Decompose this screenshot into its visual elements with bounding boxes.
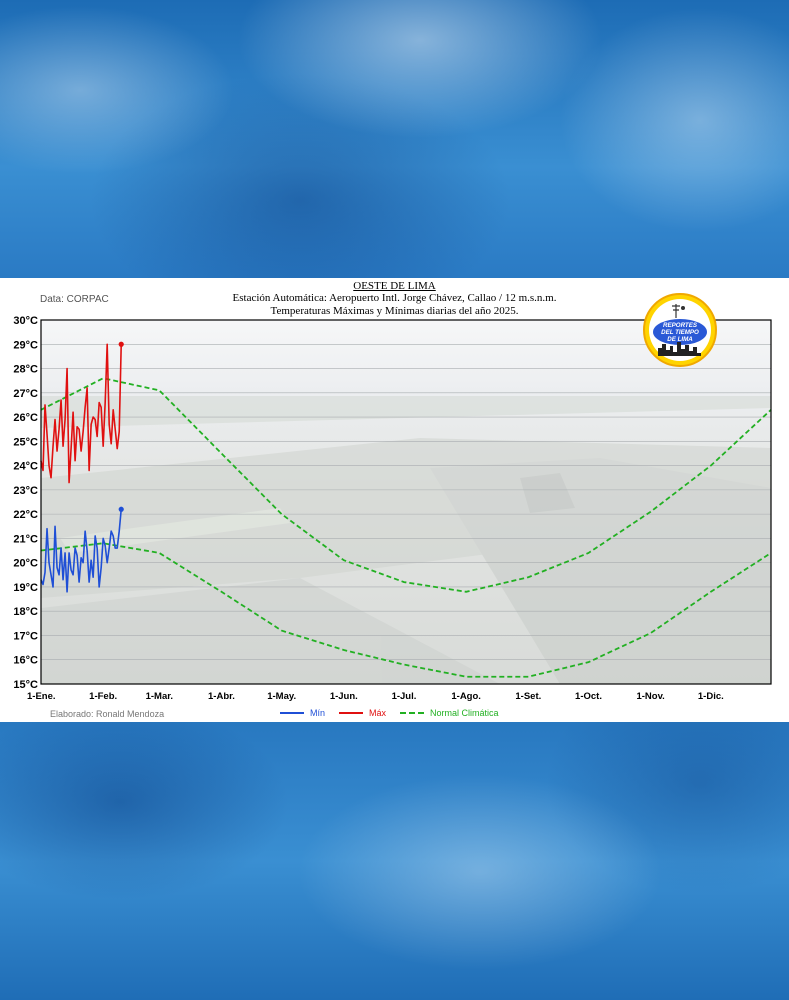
y-tick-label: 30°C: [13, 315, 38, 327]
plot-area-frame: [40, 319, 772, 685]
x-tick-label: 1-Abr.: [208, 691, 235, 702]
svg-text:DEL TIEMPO: DEL TIEMPO: [661, 329, 699, 336]
x-tick-label: 1-Mar.: [146, 691, 173, 702]
x-tick-label: 1-Ene.: [27, 691, 56, 702]
legend-item-min: Mín: [280, 708, 325, 718]
x-axis-tick-labels: 1-Ene. 1-Feb. 1-Mar. 1-Abr. 1-May. 1-Jun. 1-Ju…: [27, 691, 724, 702]
legend-swatch-max: [339, 712, 364, 714]
y-tick-label: 20°C: [13, 558, 38, 570]
y-tick-label: 25°C: [13, 436, 38, 448]
chart-panel: OESTE DE LIMA Estación Automática: Aerop…: [0, 278, 789, 722]
y-tick-label: 29°C: [13, 339, 38, 351]
y-gridlines: [41, 343, 771, 661]
legend-swatch-normal: [400, 712, 425, 714]
svg-text:REPORTES: REPORTES: [663, 322, 698, 329]
x-tick-label: 1-Oct.: [575, 691, 602, 702]
legend-swatch-min: [280, 712, 304, 714]
y-tick-label: 22°C: [13, 509, 38, 521]
x-tick-label: 1-Set.: [515, 691, 541, 702]
legend-item-normal: Normal Climática: [400, 708, 499, 718]
y-tick-label: 21°C: [13, 533, 38, 545]
min-last-point: [118, 506, 124, 512]
y-tick-label: 19°C: [13, 582, 38, 594]
background-sky-bottom: [0, 722, 789, 1000]
max-temperature-line: [40, 343, 123, 484]
legend-label-max: Máx: [369, 708, 387, 718]
background-sky-top: [0, 0, 789, 278]
y-tick-label: 15°C: [13, 679, 38, 691]
reportes-tiempo-lima-logo: REPORTES DEL TIEMPO DE LIMA: [642, 292, 718, 368]
y-tick-label: 23°C: [13, 485, 38, 497]
x-tick-label: 1-Ago.: [451, 691, 481, 702]
legend-label-normal: Normal Climática: [430, 708, 499, 718]
x-tick-label: 1-Jul.: [392, 691, 417, 702]
x-tick-label: 1-Feb.: [89, 691, 117, 702]
min-temperature-line: [40, 509, 123, 593]
max-last-point: [118, 341, 124, 347]
x-tick-label: 1-Jun.: [330, 691, 358, 702]
y-tick-label: 24°C: [13, 461, 38, 473]
y-tick-label: 26°C: [13, 412, 38, 424]
y-tick-label: 28°C: [13, 364, 38, 376]
legend-item-max: Máx: [339, 708, 386, 718]
airport-photo-backdrop: [41, 396, 771, 684]
x-tick-label: 1-Dic.: [698, 691, 724, 702]
chart-title: OESTE DE LIMA: [353, 280, 436, 292]
chart-subtitle-description: Temperaturas Máximas y Mínimas diarias d…: [270, 305, 519, 317]
svg-text:DE LIMA: DE LIMA: [667, 336, 693, 343]
y-tick-label: 17°C: [13, 630, 38, 642]
chart-legend: Mín Máx Normal Climática: [280, 708, 513, 718]
x-tick-label: 1-Nov.: [636, 691, 664, 702]
legend-label-min: Mín: [310, 708, 326, 718]
x-tick-label: 1-May.: [267, 691, 296, 702]
y-tick-label: 27°C: [13, 388, 38, 400]
data-source-label: Data: CORPAC: [40, 294, 109, 305]
normal-max-line: [40, 377, 772, 593]
credit-label: Elaborado: Ronald Mendoza: [50, 709, 165, 719]
y-tick-label: 18°C: [13, 606, 38, 618]
y-tick-label: 16°C: [13, 655, 38, 667]
chart-subtitle-station: Estación Automática: Aeropuerto Intl. Jo…: [232, 292, 557, 304]
series-layer: [40, 341, 772, 678]
y-axis-tick-labels: 30°C 29°C 28°C 27°C 26°C 25°C 24°C 23°C 22°C 21°C…: [13, 315, 38, 691]
temperature-chart: 30°C 29°C 28°C 27°C 26°C 25°C 24°C 23°C 22°C 21°C…: [13, 315, 772, 702]
